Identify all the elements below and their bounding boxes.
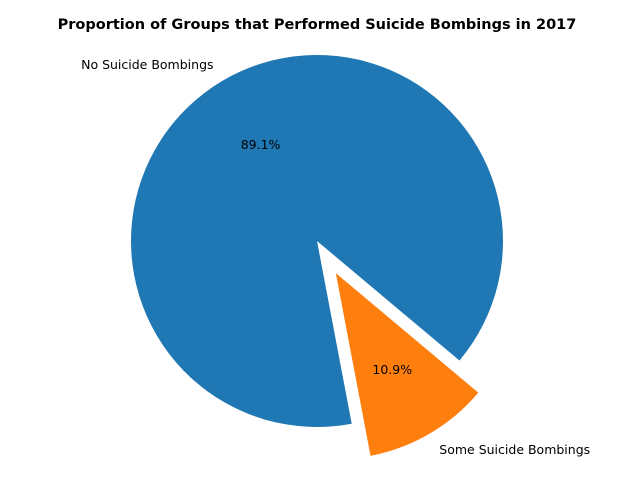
slice-label-1: No Suicide Bombings [81, 57, 213, 72]
slice-pct-label-2: 10.9% [372, 362, 412, 377]
pie-slice-2 [335, 273, 479, 456]
pie-slices [131, 55, 504, 456]
slice-pct-label-1: 89.1% [241, 137, 281, 152]
pie-labels: No Suicide Bombings 89.1% Some Suicide Bom… [81, 57, 590, 457]
chart-title: Proportion of Groups that Performed Suic… [58, 17, 577, 33]
pie-slice-1 [131, 55, 504, 427]
slice-label-2: Some Suicide Bombings [439, 442, 590, 457]
